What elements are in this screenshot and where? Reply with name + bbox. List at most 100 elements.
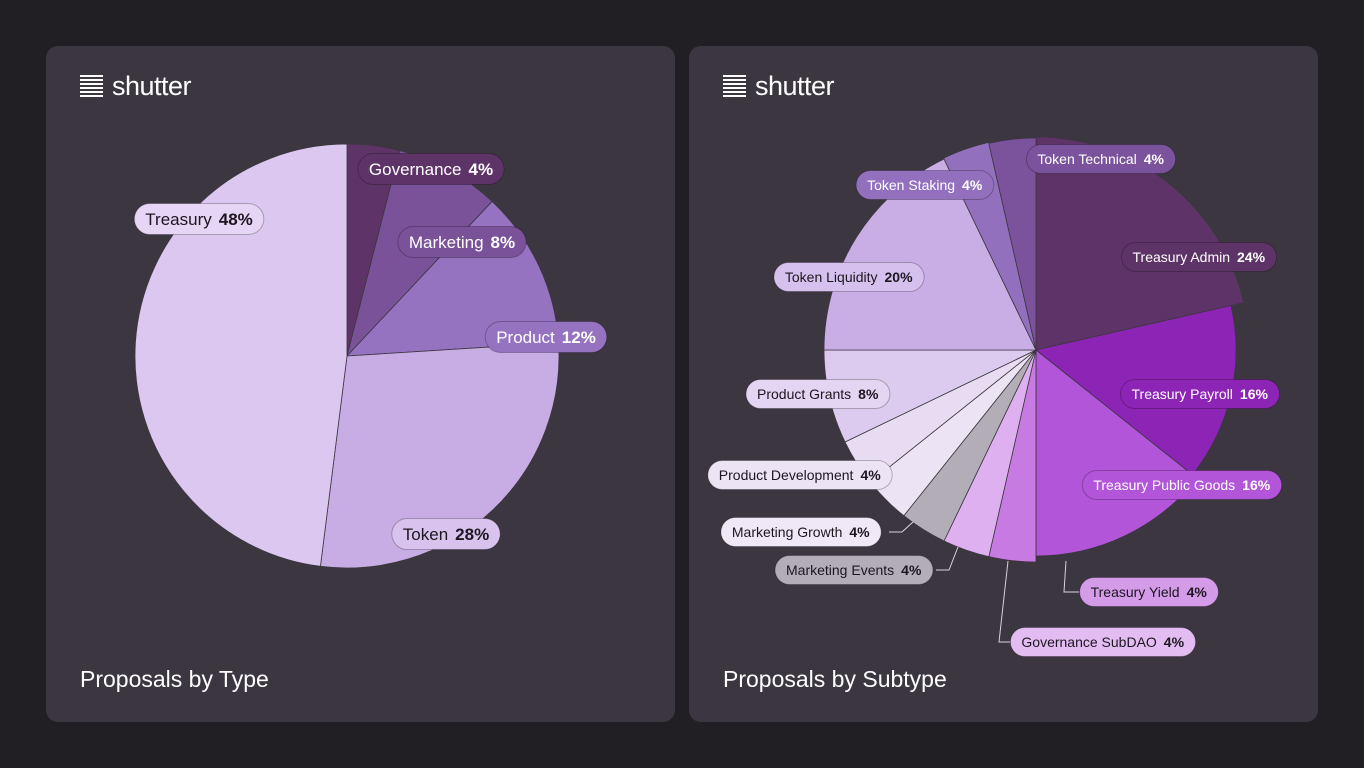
slice-label-token-liquidity: Token Liquidity 20%	[773, 262, 925, 292]
slice-label-marketing: Marketing 8%	[397, 226, 527, 258]
label-text: Token Technical 4%	[1037, 151, 1164, 167]
label-text: Marketing Growth 4%	[732, 524, 870, 540]
label-pill	[1009, 627, 1197, 657]
slice-name: Product	[496, 328, 555, 347]
slice-name: Treasury Yield	[1091, 584, 1180, 600]
label-text: Token Liquidity 20%	[785, 269, 913, 285]
label-pill	[773, 262, 925, 292]
slice-name: Marketing Growth	[732, 524, 842, 540]
label-leader-line	[936, 546, 959, 571]
pie-slice-token	[320, 342, 560, 569]
label-pill	[1121, 242, 1278, 272]
slice-name: Token	[403, 525, 448, 544]
slice-label-governance: Governance 4%	[357, 153, 505, 185]
slice-label-treasury-payroll: Treasury Payroll 16%	[1120, 379, 1280, 409]
label-pill	[397, 226, 527, 258]
slice-percent: 28%	[455, 525, 489, 544]
slice-label-governance-subdao: Governance SubDAO 4%	[1009, 627, 1197, 657]
label-text: Treasury Public Goods 16%	[1093, 477, 1270, 493]
slice-percent: 4%	[1144, 151, 1165, 167]
label-pill	[357, 153, 505, 185]
slice-labels: Governance 4% Marketing 8% Product 12% Token 28…	[133, 153, 608, 550]
slice-percent: 24%	[1237, 249, 1266, 265]
slice-name: Token Liquidity	[785, 269, 878, 285]
label-pill	[133, 203, 265, 235]
slice-percent: 48%	[219, 210, 253, 229]
brand-name: shutter	[755, 71, 835, 101]
slice-name: Treasury Public Goods	[1093, 477, 1235, 493]
slice-label-product-grants: Product Grants 8%	[745, 379, 891, 409]
slice-percent: 4%	[962, 177, 983, 193]
label-text: Token 28%	[403, 525, 489, 544]
slice-name: Governance SubDAO	[1021, 634, 1157, 650]
slice-percent: 4%	[1187, 584, 1208, 600]
slice-name: Product Development	[719, 467, 854, 483]
label-leader-line	[998, 560, 1010, 643]
label-text: Treasury Admin 24%	[1133, 249, 1266, 265]
chart-title: Proposals by Type	[80, 666, 269, 692]
chart-panel-type: shutter Governance 4% Marketing 8% Product 12…	[46, 46, 675, 722]
slice-labels: Treasury Admin 24%Treasury Payroll 16%Trea…	[707, 144, 1283, 657]
label-pill	[1079, 577, 1219, 607]
label-pill	[774, 555, 934, 585]
slice-label-token-staking: Token Staking 4%	[855, 170, 995, 200]
label-pill	[707, 460, 893, 490]
brand-name: shutter	[112, 71, 192, 101]
label-text: Token Staking 4%	[867, 177, 983, 193]
slice-name: Token Technical	[1037, 151, 1136, 167]
slice-label-treasury-public-goods: Treasury Public Goods 16%	[1081, 470, 1283, 500]
slice-label-treasury-yield: Treasury Yield 4%	[1079, 577, 1219, 607]
label-text: Treasury Yield 4%	[1091, 584, 1208, 600]
slice-percent: 20%	[885, 269, 914, 285]
slice-percent: 4%	[469, 160, 494, 179]
slice-percent: 4%	[860, 467, 881, 483]
slice-percent: 8%	[858, 386, 879, 402]
label-pill	[1025, 144, 1177, 174]
slice-percent: 12%	[562, 328, 596, 347]
label-pill	[1120, 379, 1280, 409]
label-text: Marketing 8%	[409, 233, 515, 252]
slice-label-marketing-events: Marketing Events 4%	[774, 555, 934, 585]
brand-logo: shutter	[80, 71, 192, 101]
label-pill	[855, 170, 995, 200]
label-pill	[391, 518, 501, 550]
slice-label-product: Product 12%	[484, 321, 608, 353]
pie-chart-subtype: Treasury Admin 24%Treasury Payroll 16%Trea…	[707, 136, 1283, 657]
label-pill	[484, 321, 608, 353]
pie-slice-treasury	[134, 143, 348, 567]
label-text: Product Grants 8%	[757, 386, 879, 402]
slice-name: Treasury Payroll	[1132, 386, 1233, 402]
slice-percent: 4%	[901, 562, 922, 578]
slice-name: Governance	[369, 160, 462, 179]
pie-chart-type: Governance 4% Marketing 8% Product 12% Token 28…	[133, 143, 608, 569]
label-pill	[720, 517, 882, 547]
shutter-logo-icon	[80, 74, 103, 98]
label-text: Product 12%	[496, 328, 596, 347]
brand-logo: shutter	[723, 71, 835, 101]
slice-name: Marketing	[409, 233, 484, 252]
label-pill	[745, 379, 891, 409]
slice-label-marketing-growth: Marketing Growth 4%	[720, 517, 882, 547]
slice-label-token: Token 28%	[391, 518, 501, 550]
slice-name: Product Grants	[757, 386, 851, 402]
label-pill	[1081, 470, 1283, 500]
slice-name: Treasury Admin	[1133, 249, 1231, 265]
chart-title: Proposals by Subtype	[723, 666, 947, 692]
label-text: Governance 4%	[369, 160, 493, 179]
slice-name: Token Staking	[867, 177, 955, 193]
chart-panel-subtype: shutter Treasury Admin 24% Treasury Payrol…	[689, 46, 1318, 722]
pie-slice-token-liquidity	[823, 158, 1037, 351]
shutter-logo-icon	[723, 74, 746, 98]
slice-name: Treasury	[145, 210, 212, 229]
slice-name: Marketing Events	[786, 562, 894, 578]
pie-slice-token-technical	[988, 137, 1037, 351]
slice-label-token-technical: Token Technical 4%	[1025, 144, 1177, 174]
slice-label-treasury-admin: Treasury Admin 24%	[1121, 242, 1278, 272]
label-leader-line	[889, 521, 914, 533]
slice-label-treasury: Treasury 48%	[133, 203, 265, 235]
slice-percent: 4%	[849, 524, 870, 540]
label-leader-line	[1063, 560, 1079, 593]
slice-percent: 4%	[1164, 634, 1185, 650]
slice-percent: 8%	[491, 233, 516, 252]
slice-percent: 16%	[1240, 386, 1269, 402]
